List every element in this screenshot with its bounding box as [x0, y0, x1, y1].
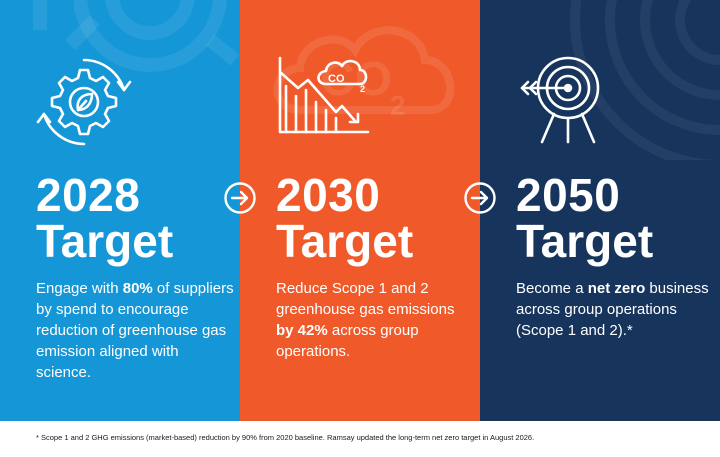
- panel-description: Reduce Scope 1 and 2 greenhouse gas emis…: [276, 278, 476, 362]
- panel-description: Engage with 80% of suppliers by spend to…: [36, 278, 236, 383]
- desc-text: across group operations.: [276, 322, 419, 360]
- co2-decline-chart-icon: CO 2: [276, 54, 372, 150]
- year-2050: 2050: [516, 169, 621, 221]
- panel-2030: CO 2 CO 2 2030 Target Reduce Scope 1 and…: [240, 0, 480, 421]
- desc-bold: 80%: [122, 280, 153, 297]
- year-2028: 2028: [36, 169, 141, 221]
- svg-text:2: 2: [390, 90, 406, 121]
- svg-text:CO: CO: [328, 73, 345, 85]
- arrow-right-circle-icon: [223, 181, 257, 215]
- desc-text: business across group operations (Scope …: [516, 280, 709, 339]
- desc-text: of suppliers by spend to encourage reduc…: [36, 280, 234, 381]
- target-heading: Target: [36, 215, 174, 267]
- panel-2050: 2050 Target Become a net zero business a…: [480, 0, 720, 421]
- targets-infographic: 2028 Target Engage with 80% of suppliers…: [0, 0, 720, 421]
- year-2030: 2030: [276, 169, 381, 221]
- target-watermark-icon: [570, 0, 720, 160]
- desc-bold: net zero: [587, 280, 646, 297]
- svg-text:2: 2: [360, 84, 365, 94]
- arrow-right-circle-icon: [463, 181, 497, 215]
- footnote: * Scope 1 and 2 GHG emissions (market-ba…: [36, 433, 535, 442]
- gear-leaf-cycle-icon: [36, 54, 132, 150]
- panel-2028: 2028 Target Engage with 80% of suppliers…: [0, 0, 240, 421]
- panel-description: Become a net zero business across group …: [516, 278, 716, 341]
- gear-watermark-icon: [33, 0, 240, 72]
- target-heading: Target: [516, 215, 654, 267]
- desc-text: Reduce Scope 1 and 2 greenhouse gas emis…: [276, 280, 455, 318]
- target-heading: Target: [276, 215, 414, 267]
- desc-text: Become a: [516, 280, 588, 297]
- desc-text: Engage with: [36, 280, 123, 297]
- desc-bold: by 42%: [276, 322, 328, 339]
- target-arrow-icon: [516, 54, 612, 150]
